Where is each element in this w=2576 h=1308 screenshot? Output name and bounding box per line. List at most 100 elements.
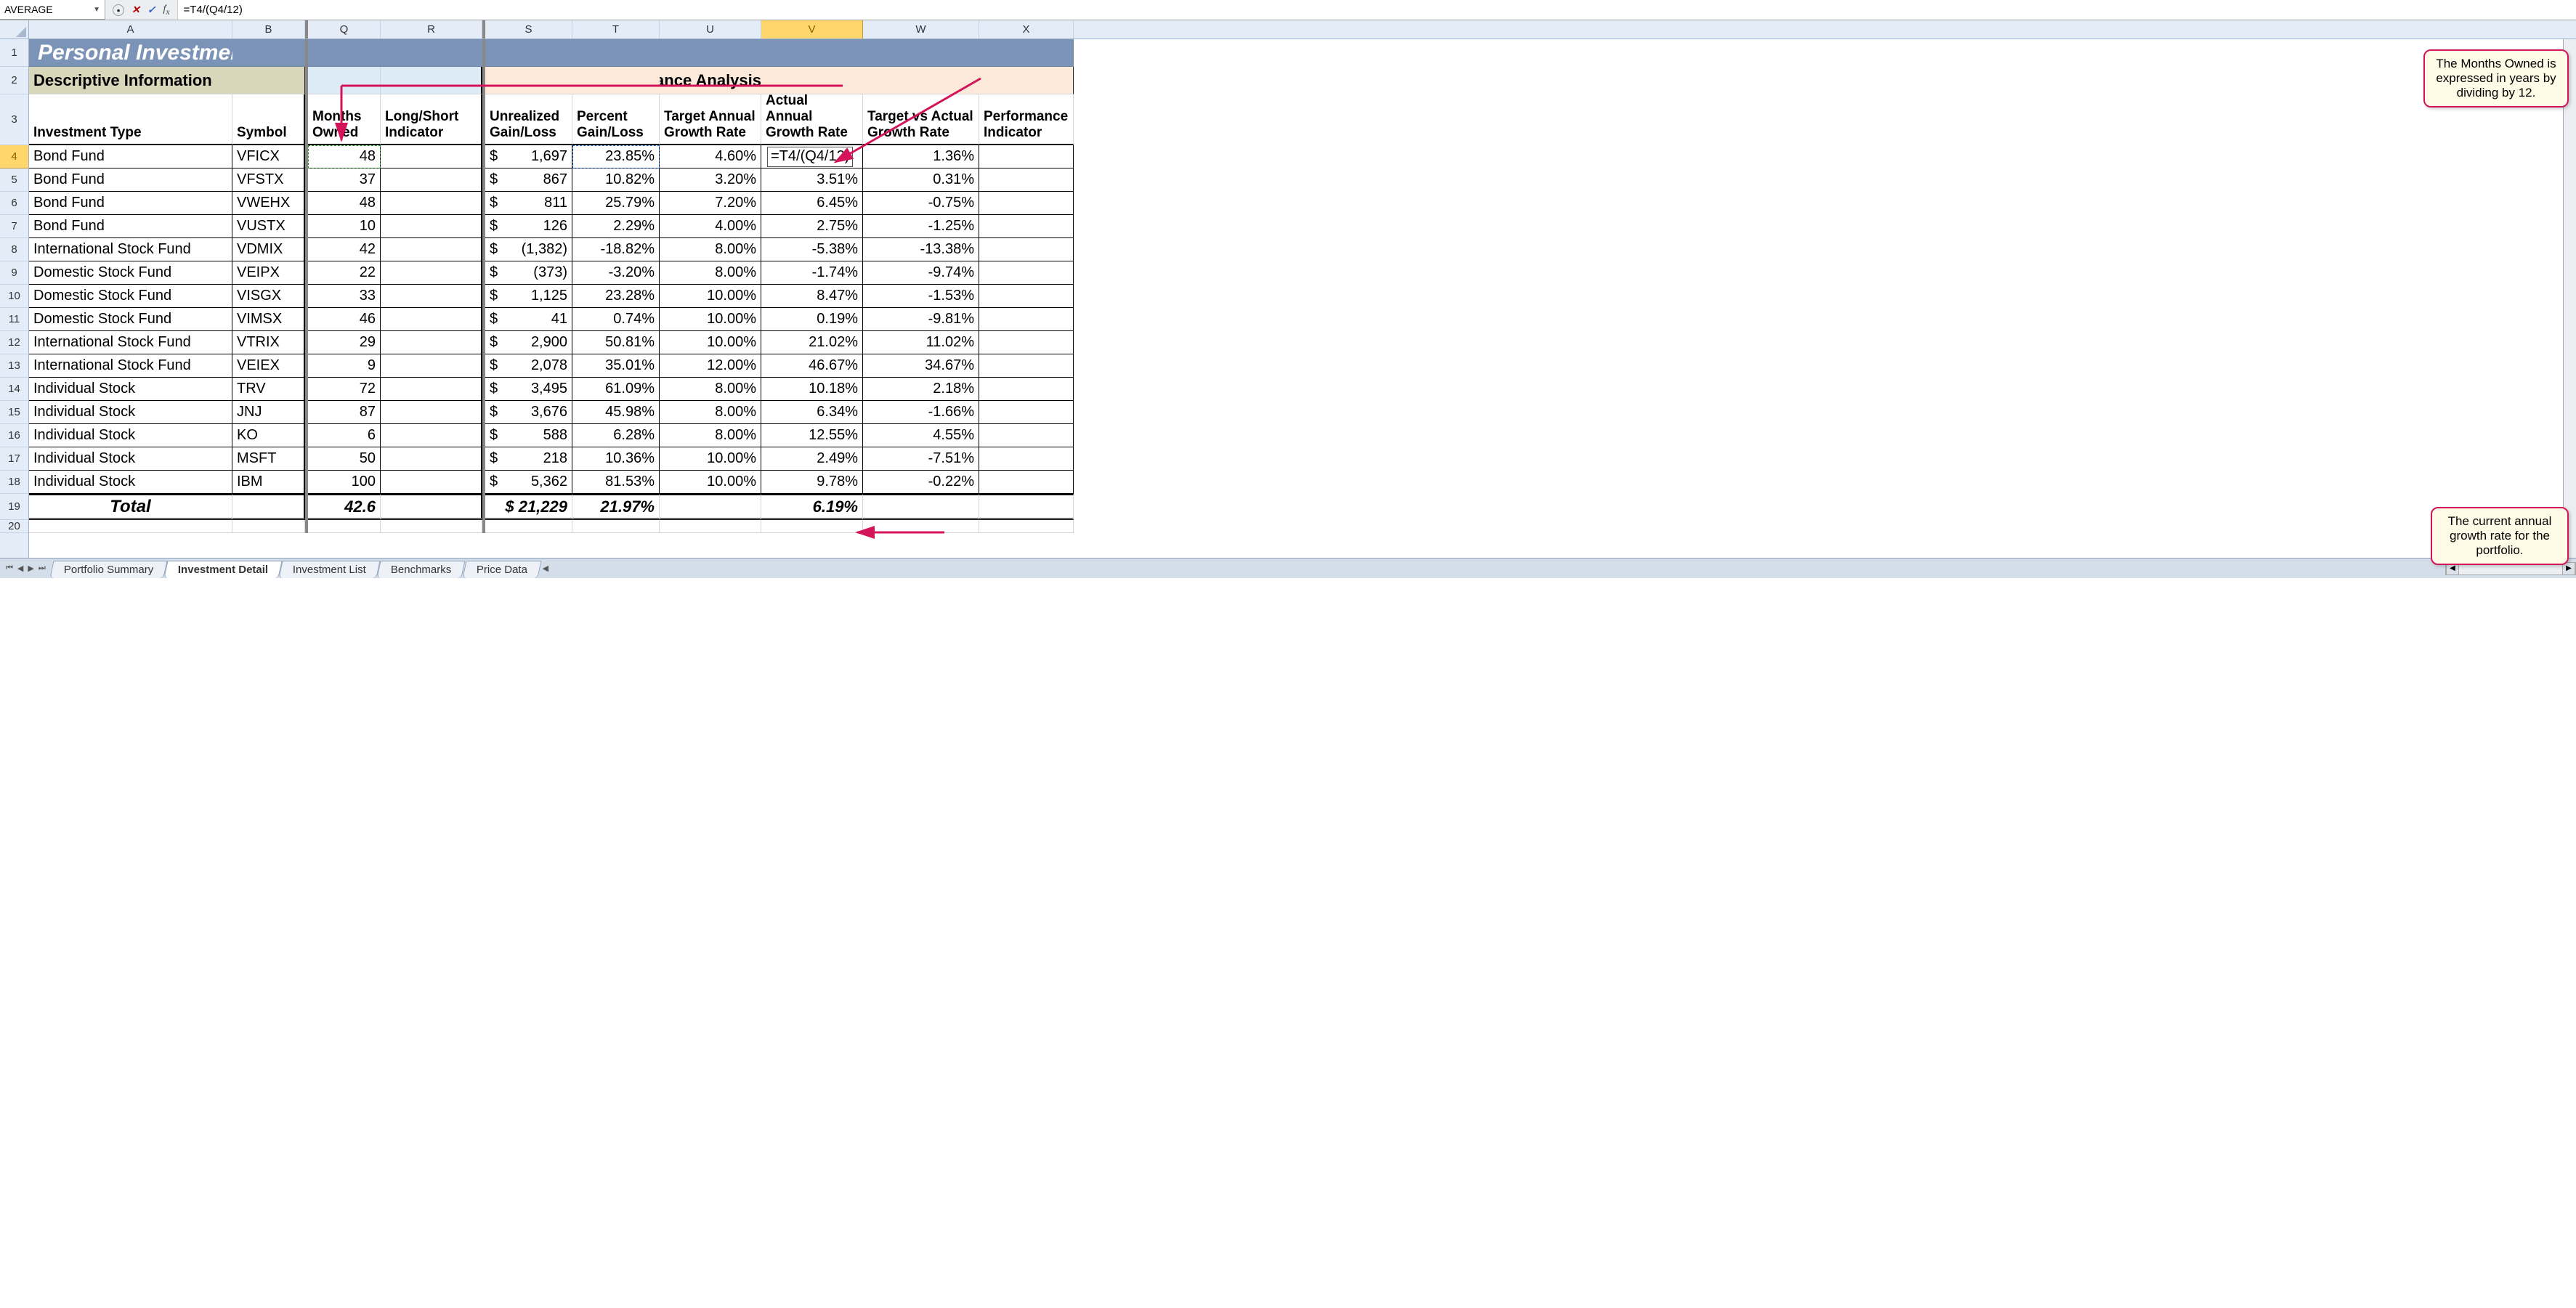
cell-symbol[interactable]: MSFT — [232, 447, 305, 471]
cell-target[interactable]: 10.00% — [660, 471, 761, 494]
cell-type[interactable]: Bond Fund — [29, 145, 232, 168]
last-tab-icon[interactable]: ⏭ — [37, 562, 47, 574]
formula-input[interactable]: =T4/(Q4/12) — [178, 0, 2576, 20]
col-header-R[interactable]: R — [381, 20, 482, 38]
row-header-10[interactable]: 10 — [0, 285, 28, 308]
cell-gl[interactable]: $588 — [485, 424, 572, 447]
cell-pi[interactable] — [979, 331, 1074, 354]
cell-gl[interactable]: $(373) — [485, 261, 572, 285]
cell-pi[interactable] — [979, 145, 1074, 168]
cell-diff[interactable]: -9.74% — [863, 261, 979, 285]
cell-symbol[interactable]: VUSTX — [232, 215, 305, 238]
cell-actual[interactable]: 21.02% — [761, 331, 863, 354]
cell-symbol[interactable]: VWEHX — [232, 192, 305, 215]
cell-actual[interactable]: 6.34% — [761, 401, 863, 424]
cell-target[interactable]: 10.00% — [660, 447, 761, 471]
cell-ls[interactable] — [381, 285, 482, 308]
cell-pct[interactable]: 23.28% — [572, 285, 660, 308]
cancel-icon[interactable]: ✕ — [131, 4, 140, 16]
select-all-corner[interactable] — [0, 20, 28, 39]
cell-type[interactable]: Individual Stock — [29, 471, 232, 494]
cell-gl[interactable]: $2,900 — [485, 331, 572, 354]
cell-gl[interactable]: $126 — [485, 215, 572, 238]
cell-type[interactable]: Bond Fund — [29, 192, 232, 215]
cell-actual[interactable]: 46.67% — [761, 354, 863, 378]
col-header-T[interactable]: T — [572, 20, 660, 38]
row-header-5[interactable]: 5 — [0, 168, 28, 192]
cell-actual[interactable]: -1.74% — [761, 261, 863, 285]
cell-symbol[interactable]: IBM — [232, 471, 305, 494]
cell-months[interactable]: 87 — [308, 401, 381, 424]
cell-target[interactable]: 4.00% — [660, 215, 761, 238]
row-header-20[interactable]: 20 — [0, 520, 28, 533]
cell-pi[interactable] — [979, 401, 1074, 424]
first-tab-icon[interactable]: ⏮ — [4, 562, 15, 574]
cell-diff[interactable]: 0.31% — [863, 168, 979, 192]
cell-target[interactable]: 8.00% — [660, 238, 761, 261]
cell-pct[interactable]: 25.79% — [572, 192, 660, 215]
cell-symbol[interactable]: VIMSX — [232, 308, 305, 331]
cell-gl[interactable]: $218 — [485, 447, 572, 471]
cell-symbol[interactable]: VEIPX — [232, 261, 305, 285]
cell-symbol[interactable]: KO — [232, 424, 305, 447]
cell-pct[interactable]: 10.82% — [572, 168, 660, 192]
cell-pi[interactable] — [979, 447, 1074, 471]
row-header-1[interactable]: 1 — [0, 39, 28, 67]
row-header-18[interactable]: 18 — [0, 471, 28, 494]
cell-actual[interactable]: 2.49% — [761, 447, 863, 471]
cell-ls[interactable] — [381, 471, 482, 494]
cell-target[interactable]: 8.00% — [660, 424, 761, 447]
cell-actual[interactable]: 3.51% — [761, 168, 863, 192]
cell-pi[interactable] — [979, 192, 1074, 215]
tab-scroll-left-icon[interactable]: ◀ — [543, 564, 548, 573]
row-header-11[interactable]: 11 — [0, 308, 28, 331]
cell-months[interactable]: 50 — [308, 447, 381, 471]
cell-diff[interactable]: 34.67% — [863, 354, 979, 378]
cell-type[interactable]: International Stock Fund — [29, 354, 232, 378]
cell-pct[interactable]: 81.53% — [572, 471, 660, 494]
cell-formula-edit[interactable]: =T4/(Q4/12) — [761, 145, 863, 168]
cell-actual[interactable]: 6.45% — [761, 192, 863, 215]
row-header-16[interactable]: 16 — [0, 424, 28, 447]
vertical-scrollbar[interactable] — [2563, 39, 2576, 558]
cell-actual[interactable]: 10.18% — [761, 378, 863, 401]
next-tab-icon[interactable]: ▶ — [26, 562, 35, 574]
cell-months[interactable]: 22 — [308, 261, 381, 285]
cell-actual[interactable]: 8.47% — [761, 285, 863, 308]
cell-ls[interactable] — [381, 424, 482, 447]
cell-diff[interactable]: -1.25% — [863, 215, 979, 238]
cell-target[interactable]: 12.00% — [660, 354, 761, 378]
cell-months[interactable]: 37 — [308, 168, 381, 192]
cell-diff[interactable]: 2.18% — [863, 378, 979, 401]
cell-months[interactable]: 29 — [308, 331, 381, 354]
cell-pi[interactable] — [979, 424, 1074, 447]
cell-months[interactable]: 10 — [308, 215, 381, 238]
row-header-7[interactable]: 7 — [0, 215, 28, 238]
cell-diff[interactable]: -1.53% — [863, 285, 979, 308]
cell-pi[interactable] — [979, 378, 1074, 401]
cell-ls[interactable] — [381, 401, 482, 424]
cell-pct[interactable]: -3.20% — [572, 261, 660, 285]
cell[interactable] — [761, 520, 863, 533]
cell-pct[interactable]: -18.82% — [572, 238, 660, 261]
chevron-down-icon[interactable]: ▼ — [93, 6, 100, 14]
cell-pct[interactable]: 23.85% — [572, 145, 660, 168]
cell[interactable] — [232, 520, 305, 533]
row-header-13[interactable]: 13 — [0, 354, 28, 378]
cell-symbol[interactable]: VTRIX — [232, 331, 305, 354]
cell-symbol[interactable]: TRV — [232, 378, 305, 401]
cell-ls[interactable] — [381, 168, 482, 192]
cell-diff[interactable]: -1.66% — [863, 401, 979, 424]
cell[interactable] — [660, 520, 761, 533]
col-header-W[interactable]: W — [863, 20, 979, 38]
cell-pct[interactable]: 6.28% — [572, 424, 660, 447]
dropdown-icon[interactable]: • — [113, 4, 124, 16]
cell-pct[interactable]: 2.29% — [572, 215, 660, 238]
cell-pi[interactable] — [979, 238, 1074, 261]
row-header-4[interactable]: 4 — [0, 145, 28, 168]
cell-diff[interactable]: 1.36% — [863, 145, 979, 168]
cell-pi[interactable] — [979, 261, 1074, 285]
cell-actual[interactable]: 9.78% — [761, 471, 863, 494]
sheet-tab[interactable]: Benchmarks — [377, 561, 466, 578]
col-header-A[interactable]: A — [29, 20, 232, 38]
